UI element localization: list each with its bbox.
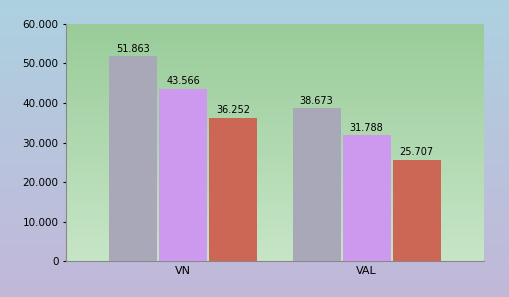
Bar (159, 89, 207, 261)
Text: 31.788: 31.788 (350, 123, 384, 133)
Text: 25.707: 25.707 (400, 147, 434, 157)
Bar (343, 135, 391, 261)
Bar (109, 56, 157, 261)
Text: 36.252: 36.252 (216, 105, 250, 116)
Bar (393, 159, 441, 261)
Text: 51.863: 51.863 (116, 44, 150, 53)
Bar (293, 108, 341, 261)
Bar (209, 118, 257, 261)
Text: 43.566: 43.566 (166, 76, 200, 86)
Text: 38.673: 38.673 (300, 96, 333, 106)
